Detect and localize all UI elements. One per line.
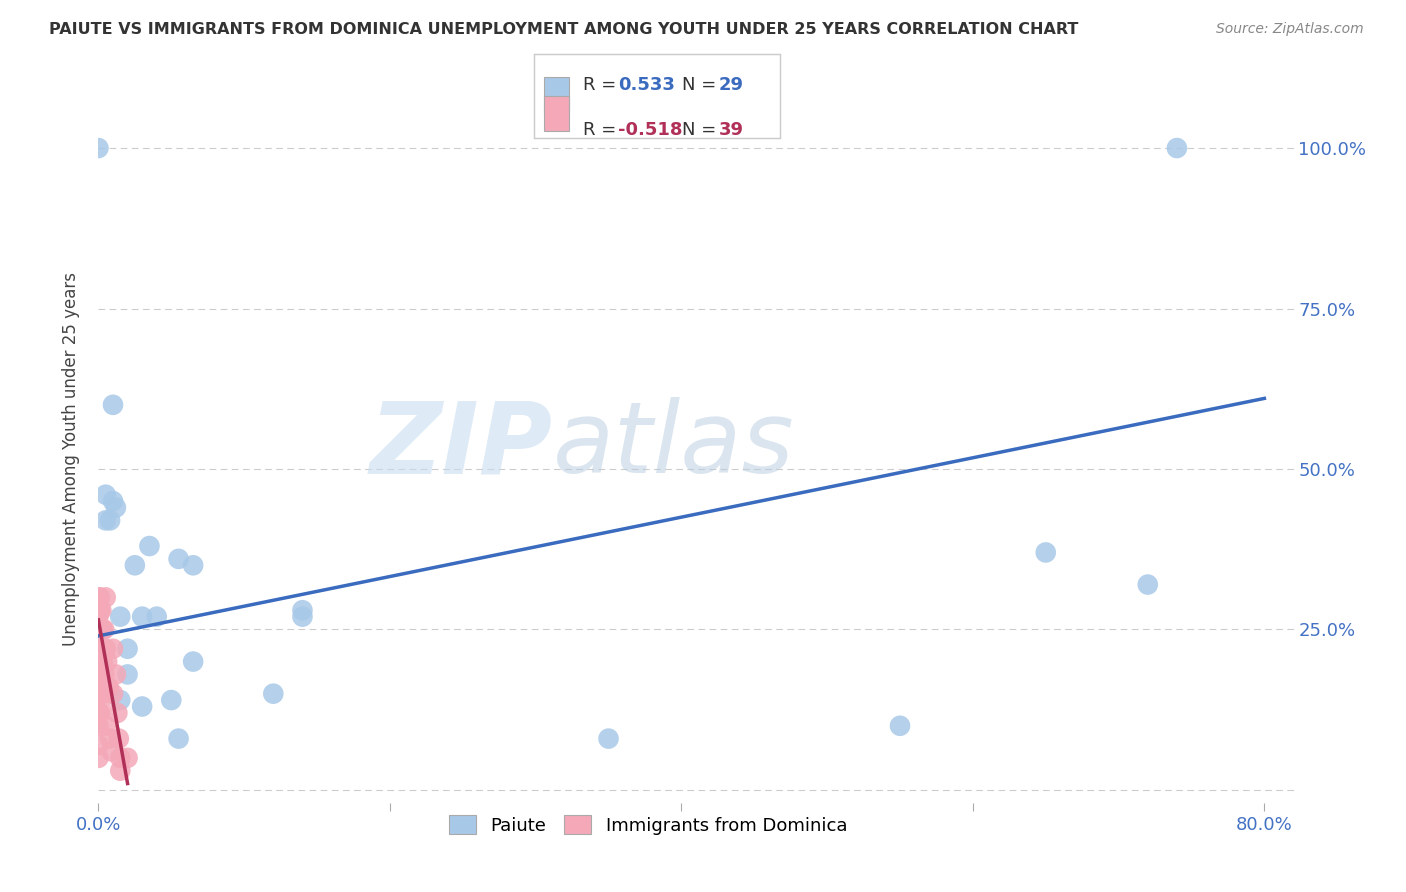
- Point: [96, 655, 118, 669]
- Point: [87, 591, 110, 605]
- Point: [94, 719, 117, 733]
- Point: [117, 667, 139, 681]
- Point: [98, 731, 121, 746]
- Point: [93, 623, 115, 637]
- Text: Source: ZipAtlas.com: Source: ZipAtlas.com: [1216, 22, 1364, 37]
- Text: 39: 39: [718, 121, 744, 139]
- Point: [89, 641, 111, 656]
- Text: R =: R =: [583, 77, 623, 95]
- Text: N =: N =: [682, 121, 721, 139]
- Point: [94, 513, 117, 527]
- Point: [87, 641, 110, 656]
- Point: [145, 609, 167, 624]
- Point: [89, 603, 111, 617]
- Point: [160, 693, 183, 707]
- Point: [105, 706, 128, 720]
- FancyBboxPatch shape: [544, 78, 568, 112]
- Text: 29: 29: [718, 77, 744, 95]
- Point: [1136, 577, 1159, 591]
- Point: [87, 706, 110, 720]
- Point: [101, 687, 124, 701]
- Point: [87, 141, 110, 155]
- Text: R =: R =: [583, 121, 623, 139]
- Point: [262, 687, 284, 701]
- Point: [90, 693, 112, 707]
- Point: [104, 667, 127, 681]
- Text: 0.533: 0.533: [619, 77, 675, 95]
- Point: [889, 719, 911, 733]
- Point: [131, 609, 153, 624]
- Point: [1035, 545, 1057, 559]
- Point: [167, 552, 190, 566]
- Point: [110, 764, 132, 778]
- Legend: Paiute, Immigrants from Dominica: Paiute, Immigrants from Dominica: [441, 808, 855, 842]
- Point: [94, 591, 117, 605]
- Point: [90, 603, 112, 617]
- Point: [94, 641, 117, 656]
- Point: [91, 655, 114, 669]
- Point: [110, 693, 132, 707]
- Point: [89, 667, 111, 681]
- Point: [167, 731, 190, 746]
- Point: [94, 488, 117, 502]
- Point: [89, 591, 111, 605]
- Point: [101, 494, 124, 508]
- Text: PAIUTE VS IMMIGRANTS FROM DOMINICA UNEMPLOYMENT AMONG YOUTH UNDER 25 YEARS CORRE: PAIUTE VS IMMIGRANTS FROM DOMINICA UNEMP…: [49, 22, 1078, 37]
- Point: [138, 539, 160, 553]
- Text: atlas: atlas: [553, 397, 794, 494]
- Point: [93, 667, 115, 681]
- Text: N =: N =: [682, 77, 721, 95]
- Point: [98, 513, 121, 527]
- Point: [181, 655, 204, 669]
- Point: [291, 609, 314, 624]
- Point: [87, 738, 110, 752]
- Point: [91, 623, 114, 637]
- Point: [87, 609, 110, 624]
- Point: [108, 731, 131, 746]
- Text: ZIP: ZIP: [370, 397, 553, 494]
- Point: [291, 603, 314, 617]
- Point: [124, 558, 146, 573]
- Point: [87, 655, 110, 669]
- FancyBboxPatch shape: [544, 96, 568, 131]
- Point: [598, 731, 620, 746]
- Point: [87, 751, 110, 765]
- Point: [100, 744, 122, 758]
- Point: [110, 609, 132, 624]
- Point: [101, 641, 124, 656]
- Point: [181, 558, 204, 573]
- Point: [87, 603, 110, 617]
- Point: [87, 719, 110, 733]
- Point: [89, 706, 111, 720]
- Point: [131, 699, 153, 714]
- Point: [117, 751, 139, 765]
- Point: [87, 687, 110, 701]
- Point: [87, 667, 110, 681]
- Point: [110, 751, 132, 765]
- Point: [97, 680, 120, 694]
- Point: [101, 398, 124, 412]
- Point: [117, 641, 139, 656]
- Text: -0.518: -0.518: [619, 121, 682, 139]
- Y-axis label: Unemployment Among Youth under 25 years: Unemployment Among Youth under 25 years: [62, 272, 80, 647]
- Point: [1166, 141, 1188, 155]
- Point: [91, 687, 114, 701]
- Point: [104, 500, 127, 515]
- Point: [90, 641, 112, 656]
